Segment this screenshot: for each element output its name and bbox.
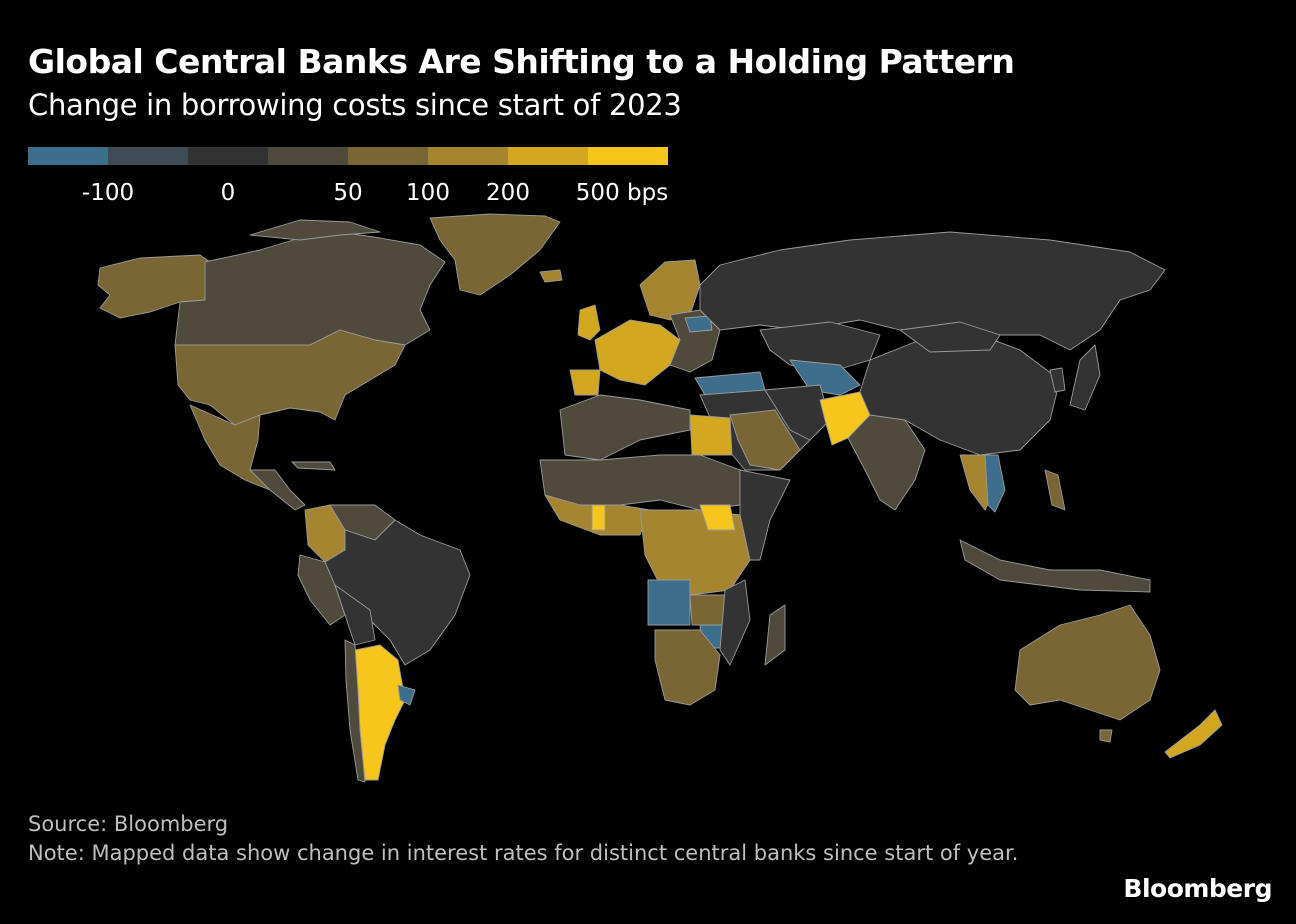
region-canada-arctic: [249, 219, 381, 241]
legend-color-scale: [28, 147, 668, 165]
legend-label: 500 bps: [575, 180, 669, 206]
region-australia: [1014, 604, 1161, 721]
region-north-africa: [559, 394, 691, 461]
legend-label: 200: [486, 180, 530, 206]
legend-swatch: [188, 147, 268, 165]
region-brazil: [324, 519, 471, 666]
region-scandinavia: [639, 259, 701, 321]
legend-label: 50: [333, 180, 363, 206]
region-central-america: [249, 469, 306, 511]
bloomberg-logo: Bloomberg: [1123, 874, 1272, 903]
source-text: Source: Bloomberg: [28, 812, 229, 836]
legend-swatch: [268, 147, 348, 165]
region-south-sudan: [699, 504, 736, 531]
region-india: [847, 414, 926, 511]
region-bolivia: [334, 584, 376, 646]
region-uruguay: [397, 684, 416, 706]
region-madagascar: [764, 604, 786, 666]
region-belarus: [684, 315, 713, 333]
region-mozambique: [719, 579, 751, 666]
region-chile: [344, 639, 366, 783]
region-usa: [174, 329, 406, 426]
region-southern-africa: [654, 629, 721, 706]
region-indonesia: [959, 539, 1151, 593]
region-cuba: [291, 461, 336, 471]
legend-labels: -100 0 50 100 200 500 bps: [0, 180, 700, 214]
note-text: Note: Mapped data show change in interes…: [28, 841, 1019, 865]
region-egypt: [689, 414, 733, 456]
legend-label: -100: [81, 180, 135, 206]
world-map: [97, 213, 1223, 783]
chart-subtitle: Change in borrowing costs since start of…: [28, 88, 682, 122]
region-mongolia: [899, 321, 1001, 353]
legend-swatch: [428, 147, 508, 165]
region-philippines: [1044, 469, 1066, 511]
legend-swatch: [348, 147, 428, 165]
chart-title: Global Central Banks Are Shifting to a H…: [28, 42, 1015, 81]
region-uk: [577, 304, 601, 341]
legend-label: 100: [406, 180, 450, 206]
legend-label: 0: [220, 180, 236, 206]
region-japan: [1069, 344, 1101, 411]
footer: Source: Bloomberg Note: Mapped data show…: [28, 810, 1058, 868]
region-iceland: [539, 269, 563, 283]
legend-swatch: [108, 147, 188, 165]
region-kazakhstan: [759, 321, 881, 373]
region-new-zealand: [1164, 709, 1223, 759]
legend-swatch: [508, 147, 588, 165]
region-canada: [174, 231, 446, 346]
region-iran: [764, 384, 831, 441]
legend-swatch: [588, 147, 668, 165]
region-western-europe: [594, 319, 681, 386]
region-iberia: [569, 369, 601, 396]
region-greenland: [429, 213, 561, 296]
region-alaska: [97, 254, 211, 319]
region-angola: [647, 579, 691, 626]
region-saudi-arabia: [729, 409, 801, 471]
region-east-africa: [739, 469, 791, 561]
legend-swatch: [28, 147, 108, 165]
region-tasmania: [1099, 729, 1113, 743]
region-ghana: [591, 504, 606, 531]
region-vietnam: [984, 454, 1006, 513]
region-korea: [1049, 367, 1066, 393]
